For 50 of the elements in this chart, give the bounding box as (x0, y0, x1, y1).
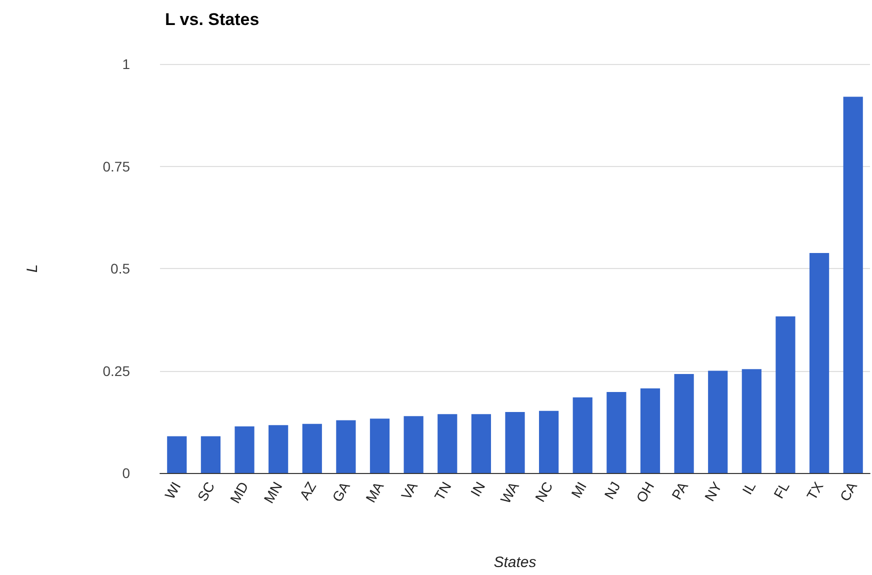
x-tick-label: SC (194, 479, 218, 504)
y-tick-label: 1 (122, 56, 130, 72)
x-tick-label: MI (568, 479, 590, 500)
bar (809, 252, 830, 473)
x-tick-label: MA (362, 478, 388, 506)
x-tick-label: MD (226, 479, 252, 506)
x-tick-label: WI (161, 479, 184, 502)
bar (843, 96, 863, 473)
bar (606, 392, 626, 473)
bar (234, 426, 254, 473)
bar (708, 370, 728, 473)
x-tick-label: TX (803, 478, 827, 502)
x-tick-label: CA (836, 478, 860, 504)
bar (268, 425, 288, 473)
bar (438, 414, 458, 473)
chart-title: L vs. States (165, 10, 260, 29)
bar (640, 388, 660, 473)
x-tick-label: NJ (600, 479, 624, 502)
y-tick-label: 0 (122, 465, 130, 481)
x-tick-label: PA (668, 478, 692, 502)
bar (471, 414, 491, 473)
x-tick-label: WA (497, 478, 522, 506)
bar (167, 436, 187, 473)
y-axis-title: L (24, 264, 41, 273)
x-tick-label: AZ (296, 478, 320, 502)
x-tick-label: VA (398, 478, 421, 502)
bar (742, 369, 762, 473)
bar (505, 412, 525, 473)
x-tick-label: MN (260, 479, 286, 506)
x-tick-label: OH (632, 479, 658, 506)
x-tick-label: GA (328, 478, 354, 505)
bar (370, 418, 390, 473)
y-tick-label: 0.25 (102, 362, 130, 379)
y-tick-label: 0.5 (110, 260, 130, 276)
bar (572, 397, 592, 473)
bar (404, 416, 424, 473)
y-tick-label: 0.75 (102, 158, 130, 174)
x-tick-label: IL (738, 478, 759, 498)
x-tick-label: TN (431, 479, 454, 504)
bar (336, 420, 356, 473)
x-tick-label: NC (532, 479, 556, 504)
bar (302, 424, 322, 473)
bar (539, 410, 559, 473)
x-tick-label: IN (467, 479, 488, 500)
bar (674, 374, 694, 473)
x-axis-title: States (494, 554, 537, 571)
bar (200, 436, 221, 473)
x-tick-label: FL (770, 478, 793, 502)
bar (776, 316, 796, 473)
x-tick-label: NY (701, 478, 726, 504)
